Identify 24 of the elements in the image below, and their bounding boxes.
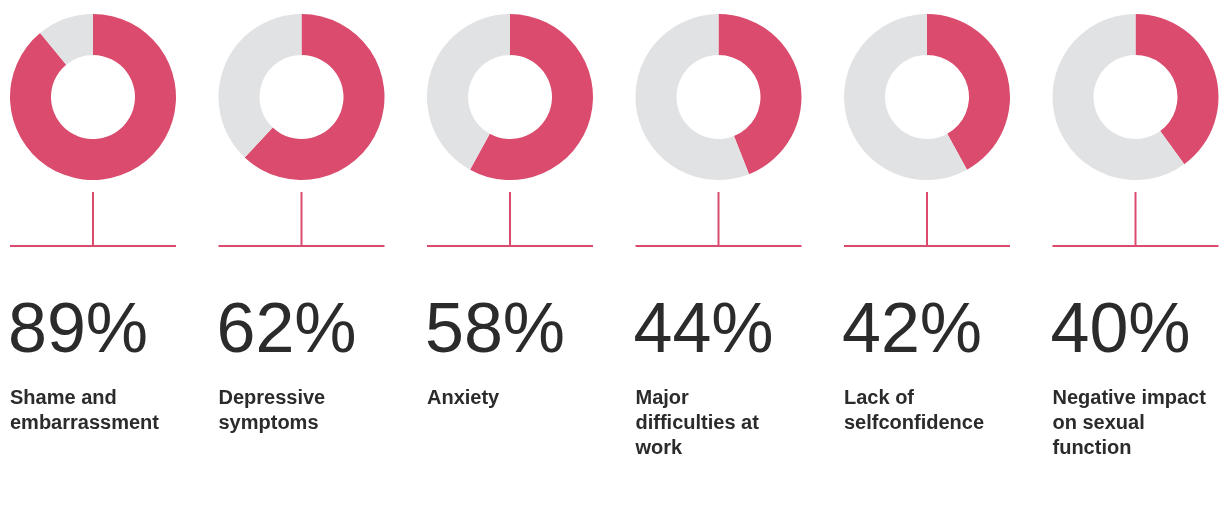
text: Depressive symptoms — [218, 386, 326, 433]
donut-slice — [1052, 14, 1185, 180]
text: Shame and embarrassment — [10, 386, 160, 433]
text: Major difficulties at work — [634, 386, 760, 458]
donut-slice — [427, 14, 510, 170]
text: Lack of selfconfidence — [844, 386, 985, 433]
text: 44% — [633, 289, 774, 367]
donut-slice — [40, 14, 93, 65]
text: 62% — [216, 289, 357, 367]
text: 58% — [425, 289, 566, 367]
text: Anxiety — [427, 386, 501, 408]
donut-slice — [470, 14, 593, 180]
text: 42% — [842, 289, 983, 367]
donut-slice — [10, 14, 176, 180]
donut-slice — [244, 14, 385, 180]
donut-slice — [635, 14, 750, 180]
donut-slice — [927, 14, 1010, 170]
text: 89% — [8, 289, 149, 367]
donut-slice — [718, 14, 802, 175]
text: Negative impact on sexual function — [1052, 386, 1207, 458]
text: 40% — [1050, 289, 1191, 367]
donut-slice — [844, 14, 967, 180]
donut-slice — [218, 14, 302, 158]
donut-slice — [1135, 14, 1219, 165]
